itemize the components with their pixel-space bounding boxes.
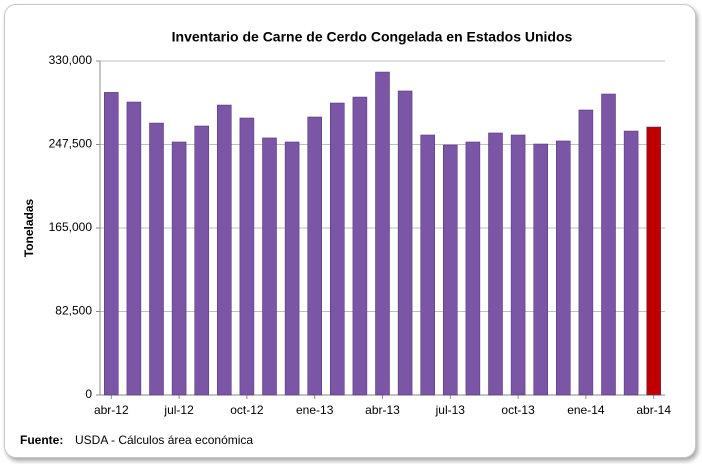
bar [307,116,322,396]
x-tick-label: jul-13 [435,403,466,417]
bar [623,130,639,396]
bar [330,102,345,396]
bar [578,109,594,396]
x-tick-label: oct-13 [501,403,535,417]
bar [556,140,571,396]
bar [375,71,390,396]
y-tick-label: 165,000 [49,220,93,234]
bar [420,134,435,396]
bar [262,137,277,396]
bar [646,126,661,396]
bar [104,92,119,396]
x-tick-label: ene-14 [567,403,605,417]
y-tick-label: 82,500 [55,304,92,318]
bar [126,101,142,396]
bar [533,143,548,396]
bar [217,104,232,396]
bar [510,134,526,396]
x-tick-label: abr-13 [365,403,400,417]
x-tick-label: jul-12 [163,403,194,417]
source: USDA - Cálculos área económica [75,433,253,447]
bar [488,132,503,396]
bar [465,141,481,396]
x-tick-label: abr-12 [94,403,129,417]
chart-title: Inventario de Carne de Cerdo Congelada e… [172,29,573,45]
bar [284,141,300,396]
y-tick-label: 330,000 [49,53,93,67]
y-tick-label: 0 [85,387,92,401]
bar [352,96,368,396]
bar [443,144,458,396]
x-tick-label: oct-12 [230,403,264,417]
y-tick-label: 247,500 [49,137,93,151]
bar [239,117,255,396]
source-label: Fuente: [20,433,63,447]
x-tick-label: ene-13 [296,403,334,417]
bar [601,93,616,396]
bar [397,90,413,396]
x-tick-label: abr-14 [636,403,671,417]
bar [149,122,164,396]
bar [194,125,209,396]
bar [171,141,187,396]
y-axis-label: Toneladas [22,198,36,257]
